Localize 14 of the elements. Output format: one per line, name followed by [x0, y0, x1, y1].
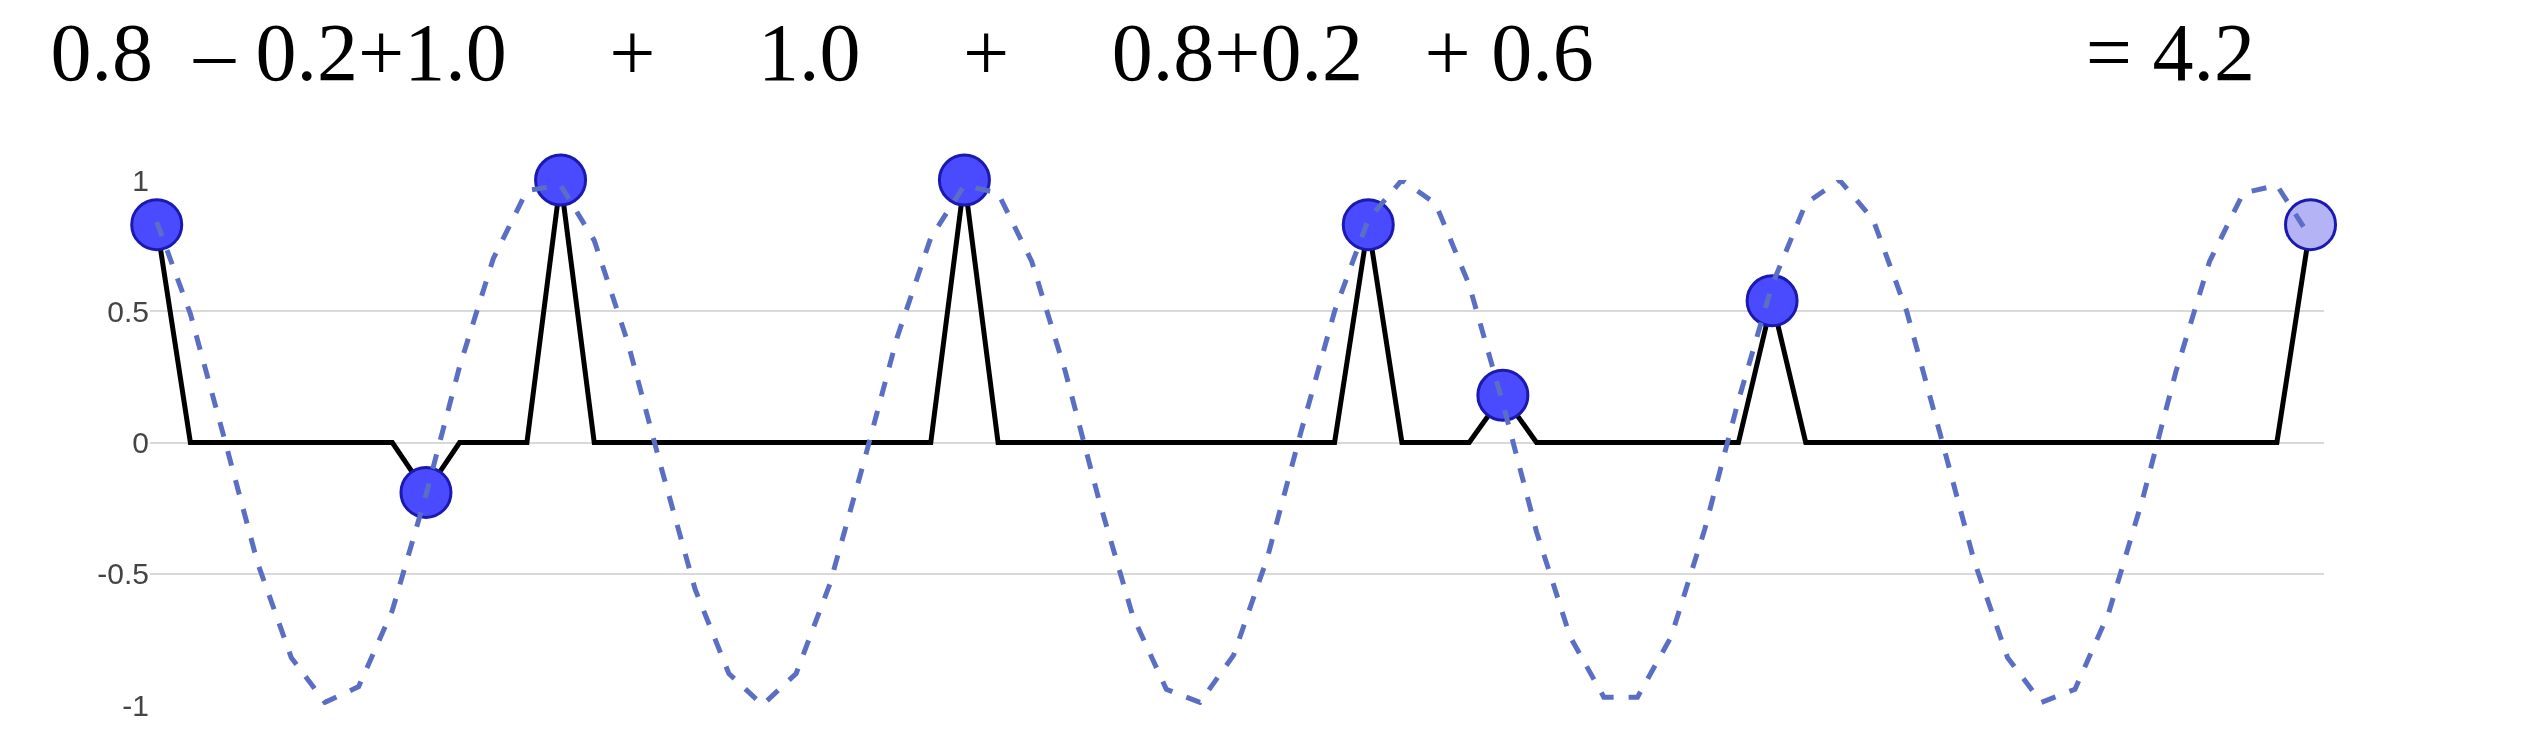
point	[937, 153, 991, 207]
y-tick-label: 0	[132, 426, 149, 459]
point	[399, 465, 453, 519]
point	[130, 198, 184, 252]
point	[2284, 198, 2338, 252]
y-tick-label: 1	[132, 163, 149, 197]
chart-title: 0.8 – 0.2+1.0 + 1.0 + 0.8+0.2 + 0.6 = 4.2	[50, 7, 2255, 99]
y-tick-label: 0.5	[107, 294, 149, 328]
y-tick-label: -0.5	[97, 557, 149, 591]
point	[1745, 274, 1799, 328]
point	[1341, 198, 1395, 252]
point	[534, 153, 588, 207]
point	[1476, 368, 1530, 422]
y-tick-label: -1	[122, 688, 149, 722]
